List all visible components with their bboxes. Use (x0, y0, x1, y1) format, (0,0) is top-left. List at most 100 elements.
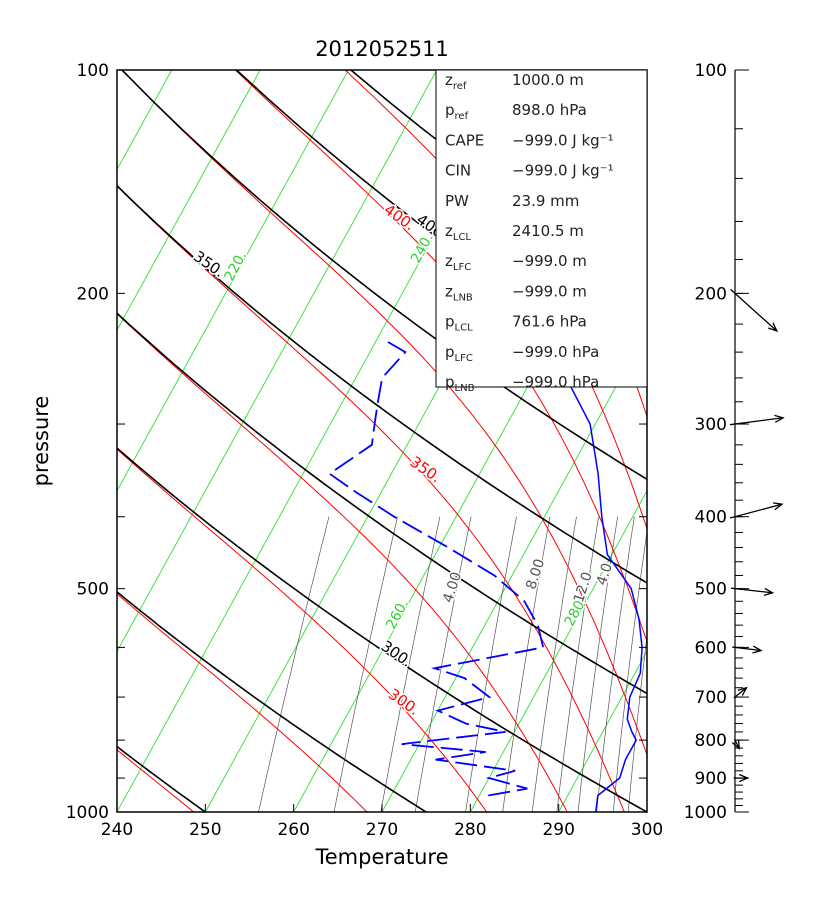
info-row-value: −999.0 J kg⁻¹ (512, 162, 614, 180)
wind-pressure-label: 100 (695, 61, 727, 81)
mixing-ratio-line (258, 516, 330, 812)
info-row-label: CAPE (445, 131, 484, 149)
info-row-value: 761.6 hPa (512, 313, 587, 331)
mixing-ratio-line (502, 516, 551, 812)
wind-pressure-label: 500 (695, 580, 727, 600)
wind-pressure-label: 400 (695, 508, 727, 528)
moist-adiabat-label: 400. (381, 200, 419, 234)
info-row-value: 23.9 mm (512, 192, 579, 210)
moist-adiabat-lines (117, 70, 647, 812)
info-row-subscript: LFC (453, 262, 471, 273)
y-tick-label: 500 (77, 580, 109, 600)
mixing-ratio-lines (258, 516, 687, 812)
isotherm-label: 220. (221, 249, 250, 284)
dry-adiabat-line (117, 745, 206, 812)
mixing-ratio-label: 8.00 (523, 557, 548, 592)
mixing-ratio-line (627, 632, 647, 812)
info-row-value: −999.0 J kg⁻¹ (512, 131, 614, 149)
dry-adiabat-line (117, 312, 647, 695)
isotherm-line (117, 70, 349, 492)
mixing-ratio-line (531, 516, 577, 812)
moist-adiabat-line (117, 593, 368, 812)
mixing-ratio-line (380, 516, 441, 812)
mixing-ratio-label: 12.0 (571, 570, 596, 605)
wind-vector-arrowhead (763, 587, 775, 597)
moist-adiabat-line (121, 70, 647, 757)
isotherm-label: 240. (408, 231, 437, 266)
moist-adiabat-label: 300. (385, 685, 423, 719)
isotherm-line (646, 811, 647, 812)
moist-adiabat-line (117, 448, 488, 812)
dry-adiabat-line (117, 184, 647, 584)
wind-pressure-label: 800 (695, 731, 727, 751)
info-row-value: −999.0 m (512, 252, 587, 270)
wind-vector-arrowhead (737, 686, 748, 696)
mixing-ratio-label: 4.0 (594, 561, 616, 587)
x-tick-label: 240 (101, 820, 133, 840)
info-row-subscript: LNB (455, 383, 475, 394)
chart-title: 2012052511 (315, 37, 449, 61)
info-row-label: PW (445, 192, 469, 210)
mixing-ratio-line (596, 516, 635, 812)
mixing-ratio-line (333, 516, 398, 812)
isotherm-line (469, 489, 647, 812)
y-axis-title: pressure (29, 396, 53, 487)
isotherm-line (117, 70, 438, 653)
isotherm-line (117, 70, 173, 171)
info-row-subscript: ref (453, 81, 467, 92)
wind-vector-arrowhead (752, 645, 763, 654)
x-axis-title: Temperature (314, 845, 448, 869)
dewpoint-profile-line (328, 337, 545, 797)
wind-vector-shaft (730, 288, 778, 332)
x-tick-label: 260 (277, 820, 309, 840)
x-tick-label: 270 (366, 820, 398, 840)
y-tick-label: 200 (77, 284, 109, 304)
info-row-value: −999.0 hPa (512, 373, 599, 391)
x-tick-label: 300 (631, 820, 663, 840)
info-box-frame (435, 69, 648, 388)
wind-vector-shaft (733, 687, 747, 699)
wind-vector-shaft (733, 738, 740, 749)
wind-vector-arrowhead (774, 414, 785, 423)
wind-vector-arrowhead (739, 773, 750, 783)
dry-adiabat-line (117, 590, 427, 812)
mixing-ratio-label: 4.00 (440, 570, 465, 605)
moist-adiabat-line (117, 313, 568, 812)
moist-adiabat-label: 350. (407, 453, 445, 487)
x-tick-label: 290 (542, 820, 574, 840)
isotherm-line (117, 70, 261, 332)
wind-barb-panel: 1000 900 800 700 600 500 400 300 200 100 (684, 61, 785, 823)
y-tick-label: 1000 (66, 803, 109, 823)
mixing-ratio-line (655, 517, 687, 812)
wind-vector-shaft (729, 503, 783, 519)
info-row-subscript: LNB (453, 292, 473, 303)
wind-vector-shaft (730, 587, 773, 594)
wind-pressure-label: 1000 (684, 803, 727, 823)
wind-vector-arrowhead (768, 322, 779, 333)
dry-adiabat-line (117, 447, 647, 812)
mixing-ratio-line (465, 516, 517, 812)
wind-pressure-label: 200 (695, 284, 727, 304)
mixing-ratio-line (556, 516, 599, 812)
wind-pressure-label: 900 (695, 769, 727, 789)
info-row-value: 2410.5 m (512, 222, 584, 240)
moist-adiabat-line (117, 749, 195, 812)
info-row-value: −999.0 hPa (512, 343, 599, 361)
x-tick-label: 280 (454, 820, 486, 840)
dry-adiabat-label: 300. (378, 637, 416, 671)
info-row-value: −999.0 m (512, 282, 587, 300)
info-row-subscript: LCL (455, 323, 474, 334)
wind-pressure-label: 300 (695, 415, 727, 435)
axes: 240 250 260 270 280 290 300 1000 500 200 100 (66, 61, 663, 840)
wind-vector-shaft (732, 646, 762, 652)
info-row-label: CIN (445, 162, 471, 180)
info-row-subscript: LFC (455, 353, 473, 364)
mixing-ratio-line (577, 516, 618, 812)
wind-pressure-label: 700 (695, 688, 727, 708)
y-tick-label: 100 (77, 61, 109, 81)
info-row-subscript: ref (455, 111, 469, 122)
isotherm-label: 260. (383, 597, 412, 632)
info-row-value: 898.0 hPa (512, 101, 587, 119)
